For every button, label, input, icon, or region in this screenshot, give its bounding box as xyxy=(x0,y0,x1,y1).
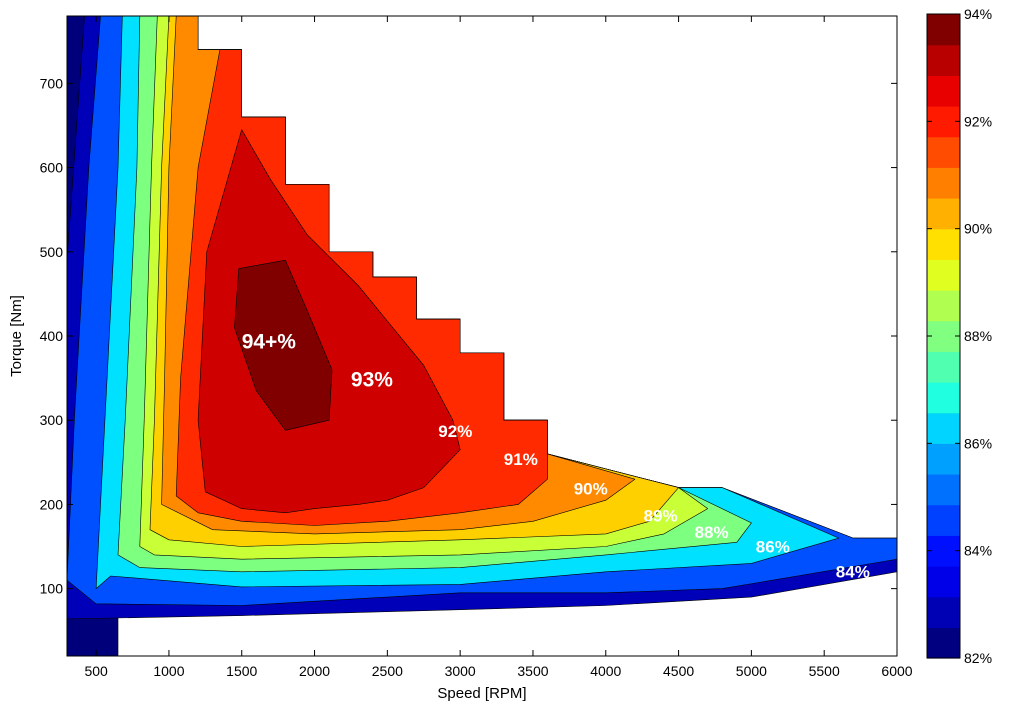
colorbar-band xyxy=(927,228,960,260)
x-tick-label: 5000 xyxy=(736,663,767,679)
y-tick-label: 100 xyxy=(40,581,64,597)
contour-region-10 xyxy=(234,259,333,431)
x-tick-label: 4500 xyxy=(663,663,694,679)
colorbar-band xyxy=(927,167,960,199)
contour-label-5: 89% xyxy=(644,506,678,525)
y-tick-label: 400 xyxy=(40,328,64,344)
contour-regions xyxy=(67,16,897,656)
colorbar-band xyxy=(927,382,960,414)
x-axis: 500 1000 1500 2000 2500 3000 3500 4000 4500 5000 5… xyxy=(84,16,913,679)
contour-label-3: 91% xyxy=(504,450,538,469)
colorbar-band xyxy=(927,106,960,138)
y-tick-label: 700 xyxy=(40,75,64,91)
colorbar-tick-label: 84% xyxy=(964,543,992,559)
colorbar-band xyxy=(927,504,960,536)
contour-label-6: 88% xyxy=(695,523,729,542)
colorbar-band xyxy=(927,412,960,444)
x-axis-label: Speed [RPM] xyxy=(437,685,526,702)
colorbar-band xyxy=(927,566,960,598)
contour-label-1: 93% xyxy=(351,369,393,392)
x-tick-label: 6000 xyxy=(881,663,912,679)
colorbar-band xyxy=(927,596,960,628)
contour-label-8: 84% xyxy=(836,563,870,582)
x-tick-label: 2500 xyxy=(372,663,403,679)
colorbar-band xyxy=(927,474,960,506)
colorbar-band xyxy=(927,75,960,107)
colorbar-tick-label: 94% xyxy=(964,6,992,22)
contour-label-4: 90% xyxy=(574,479,608,498)
y-tick-label: 500 xyxy=(40,244,64,260)
colorbar-band xyxy=(927,535,960,567)
colorbar-band xyxy=(927,44,960,76)
colorbar-band xyxy=(927,627,960,659)
colorbar-band xyxy=(927,136,960,168)
contour-label-2: 92% xyxy=(438,422,472,441)
colorbar-band xyxy=(927,14,960,46)
contour-region-9 xyxy=(197,129,461,514)
colorbar-tick-label: 92% xyxy=(964,113,992,129)
x-tick-label: 3500 xyxy=(517,663,548,679)
colorbar-band xyxy=(927,443,960,475)
colorbar-tick-label: 88% xyxy=(964,328,992,344)
colorbar-band xyxy=(927,259,960,291)
y-tick-label: 600 xyxy=(40,160,64,176)
x-tick-label: 3000 xyxy=(445,663,476,679)
y-axis-label: Torque [Nm] xyxy=(8,295,25,377)
x-tick-label: 500 xyxy=(84,663,108,679)
colorbar-tick-label: 86% xyxy=(964,435,992,451)
x-tick-label: 5500 xyxy=(809,663,840,679)
colorbar-band xyxy=(927,320,960,352)
x-tick-label: 1500 xyxy=(226,663,257,679)
y-tick-label: 200 xyxy=(40,496,64,512)
colorbar-band xyxy=(927,198,960,230)
colorbar-tick-label: 90% xyxy=(964,221,992,237)
contour-label-9: 82% xyxy=(862,586,896,605)
contour-label-0: 94+% xyxy=(242,331,297,354)
y-axis: 100 200 300 400 500 600 700 xyxy=(40,75,897,597)
colorbar-tick-label: 82% xyxy=(964,650,992,666)
y-tick-label: 300 xyxy=(40,412,64,428)
colorbar: 82% 84% 86% 88% 90% 92% 94% xyxy=(926,6,992,666)
x-tick-label: 1000 xyxy=(153,663,184,679)
x-tick-label: 2000 xyxy=(299,663,330,679)
contour-labels: 94+% 93% 92% 91% 90% 89% 88% 86% 84% 82% xyxy=(242,331,896,606)
x-tick-label: 4000 xyxy=(590,663,621,679)
colorbar-band xyxy=(927,351,960,383)
contour-label-7: 86% xyxy=(756,537,790,556)
colorbar-band xyxy=(927,290,960,322)
